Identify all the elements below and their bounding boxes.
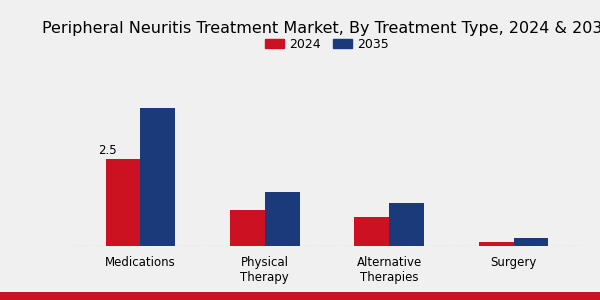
Legend: 2024, 2035: 2024, 2035 — [260, 33, 394, 56]
Bar — [355, 217, 389, 246]
Bar — [479, 242, 514, 246]
Bar — [230, 210, 265, 246]
Bar — [514, 238, 548, 246]
Bar — [389, 203, 424, 246]
Text: Peripheral Neuritis Treatment Market, By Treatment Type, 2024 & 2035: Peripheral Neuritis Treatment Market, By… — [42, 21, 600, 36]
Bar — [106, 160, 140, 246]
Bar — [140, 107, 175, 246]
Bar — [265, 192, 299, 246]
Text: 2.5: 2.5 — [98, 144, 117, 157]
